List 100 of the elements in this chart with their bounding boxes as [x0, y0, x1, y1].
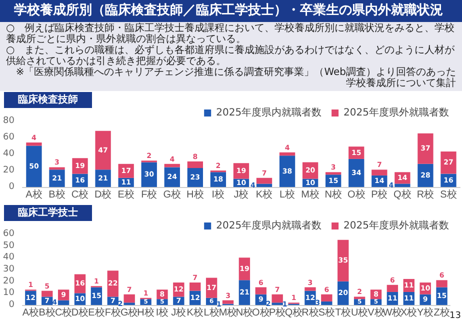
- y-tick-label: 80: [3, 116, 15, 126]
- x-tick-label: W校: [382, 306, 402, 318]
- x-tick-label: C校: [54, 306, 72, 318]
- chart-title: 臨床工学技士: [18, 206, 78, 218]
- bar: [187, 161, 203, 168]
- y-tick-label: 40: [3, 149, 15, 159]
- x-tick-label: H校: [186, 188, 204, 200]
- text: 学校養成所別（臨床検査技師／臨床工学技士）・卒業生の県内外就職状況: [0, 0, 462, 22]
- chart-title: 臨床検査技師: [18, 94, 78, 106]
- bar: [164, 164, 180, 168]
- y-tick-label: 0: [8, 300, 15, 310]
- bar: [348, 158, 364, 187]
- x-tick-label: A校: [22, 306, 40, 318]
- text: 13: [450, 311, 461, 320]
- bar: [173, 296, 184, 305]
- bar: [42, 290, 53, 297]
- x-tick-label: H校: [137, 306, 154, 318]
- x-tick-label: Q校: [394, 188, 412, 200]
- bar: [326, 172, 342, 175]
- x-tick-label: J校: [234, 188, 249, 200]
- bar: [26, 146, 42, 187]
- bar: [418, 164, 434, 187]
- x-tick-label: K校: [256, 188, 273, 200]
- bar: [26, 142, 42, 146]
- bar: [418, 133, 434, 164]
- x-tick-label: E校: [118, 188, 134, 200]
- x-tick-label: L校: [204, 306, 220, 318]
- bar: [279, 156, 296, 187]
- x-tick-label: Q校: [284, 306, 303, 318]
- x-tick-label: O校: [252, 306, 270, 318]
- bar: [95, 130, 111, 170]
- y-tick-label: 10: [3, 288, 15, 298]
- bar: [256, 184, 272, 187]
- legend-label: 2025年度県外就職者数: [344, 220, 450, 232]
- bar: [321, 301, 332, 305]
- x-tick-label: F校: [141, 188, 158, 200]
- x-tick-label: O校: [347, 188, 366, 200]
- text: ○ また、これらの職種は、必ずしも各都道府県に養成施設があるわけではなく、どのように人材が供給されているかは引き続き把握が必要である。: [6, 45, 456, 67]
- bar: [256, 178, 272, 184]
- x-tick-label: B校: [48, 188, 66, 200]
- bar: [321, 294, 332, 302]
- bar: [354, 296, 366, 300]
- bar: [49, 167, 65, 170]
- x-tick-label: B校: [38, 306, 56, 318]
- x-tick-label: D校: [71, 306, 89, 318]
- bar: [272, 294, 283, 303]
- x-tick-label: G校: [163, 188, 182, 200]
- x-tick-label: S校: [318, 306, 336, 318]
- x-tick-label: S校: [440, 188, 457, 200]
- bar: [190, 282, 201, 291]
- x-tick-label: X校: [400, 306, 418, 318]
- x-tick-label: N校: [324, 188, 342, 200]
- y-tick-label: 60: [3, 132, 15, 142]
- x-tick-label: J校: [171, 306, 186, 318]
- bar: [222, 300, 234, 304]
- y-tick-label: 20: [3, 166, 15, 176]
- x-tick-label: N校: [236, 306, 254, 318]
- x-tick-label: M校: [218, 306, 238, 318]
- x-tick-label: C校: [71, 188, 89, 200]
- bar: [72, 158, 88, 174]
- bar: [338, 240, 349, 282]
- x-tick-label: Z校: [434, 306, 450, 318]
- bar: [95, 170, 111, 187]
- y-tick-label: 40: [3, 252, 15, 263]
- bar: [304, 287, 316, 291]
- x-tick-label: D校: [94, 188, 112, 200]
- bar: [394, 184, 410, 187]
- bar: [440, 152, 456, 174]
- x-tick-label: T校: [335, 306, 352, 318]
- bar: [124, 294, 135, 303]
- x-tick-label: K校: [186, 306, 204, 318]
- bar: [58, 300, 70, 305]
- x-tick-label: P校: [371, 188, 388, 200]
- y-tick-label: 20: [3, 276, 15, 286]
- y-tick-label: 0: [8, 182, 15, 192]
- bar: [386, 284, 398, 292]
- bar: [372, 170, 388, 176]
- x-tick-label: P校: [269, 306, 286, 318]
- x-tick-label: U校: [350, 306, 368, 318]
- x-tick-label: A校: [26, 188, 42, 200]
- x-tick-label: R校: [302, 306, 319, 318]
- x-tick-label: Y校: [417, 306, 434, 318]
- bar: [436, 280, 448, 288]
- text: ※「医療関係職種へのキャリアチェンジ推進に係る調査研究事業」（Web調査）より回答のあった学校養成所について集計: [14, 67, 456, 89]
- x-tick-label: L校: [280, 188, 296, 200]
- text: ○ 例えば臨床検査技師・臨床工学技士養成課程において、学校養成所別に就職状況をみると、学校養成所ごとに県内・県外就職の割合は異なっている。: [6, 23, 456, 45]
- x-tick-label: G校: [120, 306, 138, 318]
- x-tick-label: E校: [88, 306, 105, 318]
- bar: [49, 170, 65, 187]
- x-tick-label: M校: [301, 188, 320, 200]
- bar: [255, 287, 266, 294]
- x-tick-label: I校: [156, 306, 169, 318]
- legend-label: 2025年度県内就職者数: [216, 106, 322, 118]
- y-tick-label: 30: [3, 264, 15, 274]
- y-tick-label: 50: [3, 240, 15, 251]
- legend-label: 2025年度県内就職者数: [216, 220, 322, 232]
- x-tick-label: R校: [416, 188, 434, 200]
- x-tick-label: I校: [212, 188, 225, 200]
- x-tick-label: F校: [104, 306, 121, 318]
- y-tick-label: 60: [3, 229, 15, 239]
